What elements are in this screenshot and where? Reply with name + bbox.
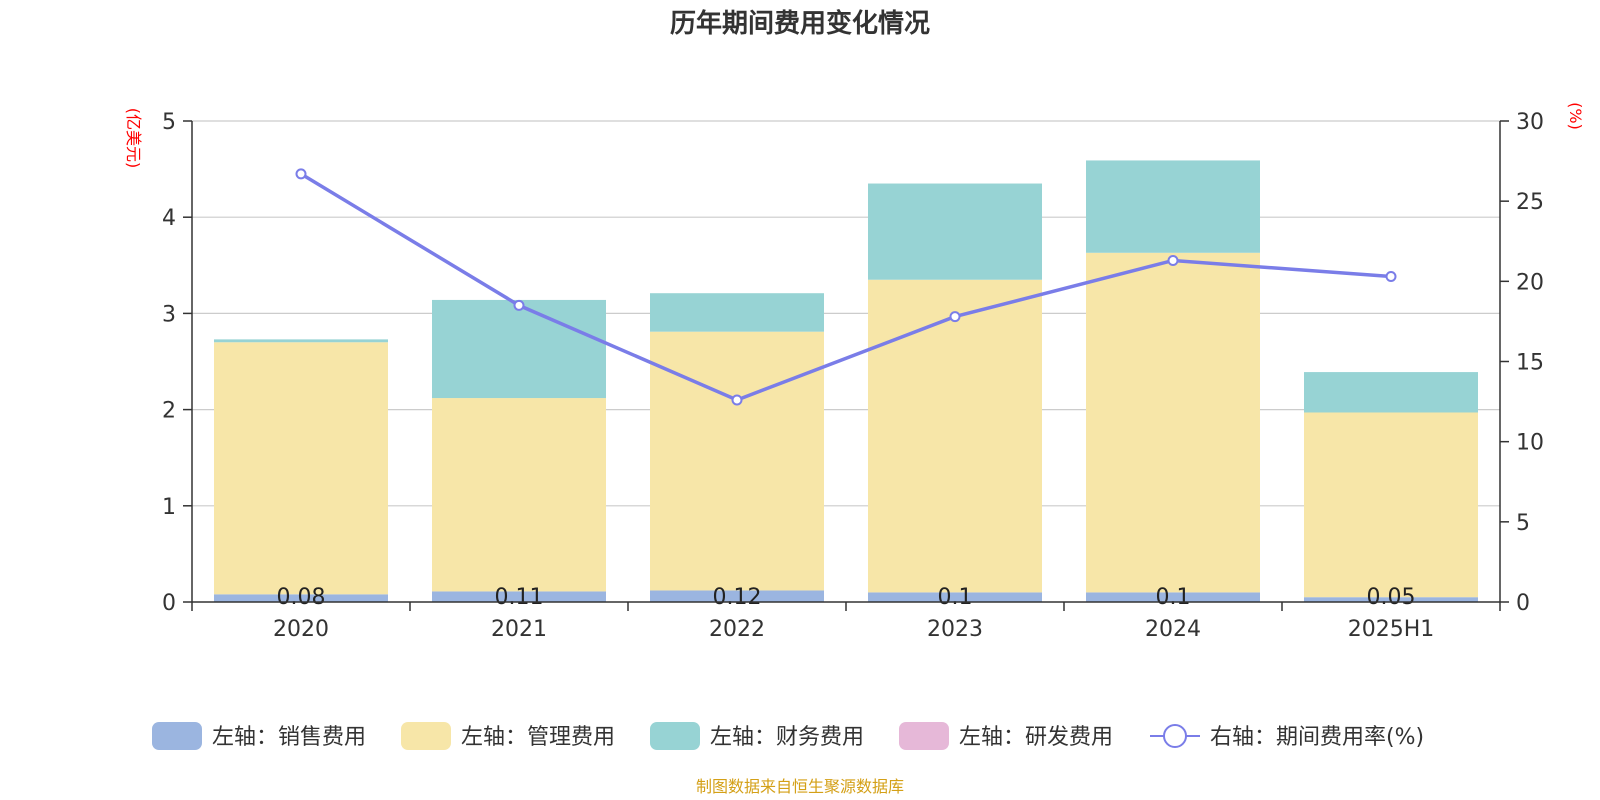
rate-point — [1385, 271, 1397, 283]
y-right-tick-label: 15 — [1516, 351, 1544, 376]
bar-segment — [1086, 160, 1260, 253]
bar-segment — [1304, 597, 1478, 602]
x-tick-label: 2021 — [491, 617, 547, 642]
y-right-unit: (%) — [1566, 102, 1585, 130]
bar-segment — [1086, 252, 1260, 593]
y-right-tick-label: 0 — [1516, 591, 1530, 616]
x-tick-label: 2022 — [709, 617, 765, 642]
bar-labels: 0.08 0.11 0.12 0.1 0.1 0.05 — [277, 585, 1416, 610]
y-left-tick-label: 4 — [162, 206, 176, 231]
bar-value-label: 0.11 — [495, 585, 544, 610]
bar-segment — [214, 339, 388, 343]
y-left-tick-label: 5 — [162, 110, 176, 135]
y-left-tick-label: 3 — [162, 302, 176, 327]
y-right-tick-label: 30 — [1516, 110, 1544, 135]
y-left-tick-label: 0 — [162, 591, 176, 616]
y-right-tick-label: 20 — [1516, 270, 1544, 295]
y-right-tick-label: 10 — [1516, 431, 1544, 456]
bar-segment — [214, 342, 388, 595]
bar-segment — [1086, 592, 1260, 602]
bar-value-label: 0.12 — [713, 585, 762, 610]
y-left-unit: (亿美元) — [124, 108, 143, 169]
x-tick-label: 2024 — [1145, 617, 1201, 642]
gridlines — [192, 120, 1500, 507]
x-tick-label: 2025H1 — [1348, 617, 1435, 642]
y-left-tick-label: 2 — [162, 399, 176, 424]
legend-circle-marker — [1163, 724, 1187, 748]
y-right-tick-label: 25 — [1516, 190, 1544, 215]
legend-label: 左轴：销售费用 — [212, 725, 366, 750]
legend: 左轴：销售费用 左轴：管理费用 左轴：财务费用 左轴：研发费用 右轴：期间费用率(%) — [152, 722, 1424, 750]
legend-swatch — [401, 722, 451, 750]
bar-segment — [432, 398, 606, 592]
chart-title: 历年期间费用变化情况 — [670, 8, 930, 39]
legend-swatch — [899, 722, 949, 750]
bar-segment — [214, 594, 388, 602]
bar-value-label: 0.05 — [1367, 585, 1416, 610]
rate-line-path — [300, 172, 1392, 402]
bar-segment — [650, 590, 824, 602]
rate-point — [1167, 254, 1179, 266]
bar-segment — [650, 293, 824, 332]
source-note: 制图数据来自恒生聚源数据库 — [696, 777, 904, 796]
bar-segment — [868, 183, 1042, 280]
bar-value-label: 0.1 — [938, 585, 973, 610]
rate-line — [295, 168, 1397, 406]
legend-label: 左轴：管理费用 — [461, 725, 615, 750]
legend-swatch — [650, 722, 700, 750]
rate-point — [513, 299, 525, 311]
bar-value-label: 0.1 — [1156, 585, 1191, 610]
y-right-tick-label: 5 — [1516, 511, 1530, 536]
legend-label: 左轴：研发费用 — [959, 725, 1113, 750]
bar-segment — [650, 331, 824, 591]
rate-point — [949, 311, 961, 323]
rate-point — [295, 168, 307, 180]
legend-label: 左轴：财务费用 — [710, 725, 864, 750]
bar-segment — [868, 592, 1042, 602]
bar-segment — [868, 279, 1042, 593]
x-tick-label: 2020 — [273, 617, 329, 642]
bar-segment — [432, 591, 606, 602]
bar-segment — [1304, 412, 1478, 598]
bar-segment — [1304, 372, 1478, 413]
rate-point — [731, 394, 743, 406]
y-left-tick-label: 1 — [162, 495, 176, 520]
legend-swatch — [152, 722, 202, 750]
axes: 0 1 2 3 4 5 0 5 10 15 20 25 30 2020 2021 2022 2023 2024 20… — [162, 110, 1544, 642]
x-tick-label: 2023 — [927, 617, 983, 642]
bar-segment — [432, 299, 606, 399]
bar-value-label: 0.08 — [277, 585, 326, 610]
legend-label: 右轴：期间费用率(%) — [1210, 725, 1424, 750]
bars — [214, 160, 1478, 602]
